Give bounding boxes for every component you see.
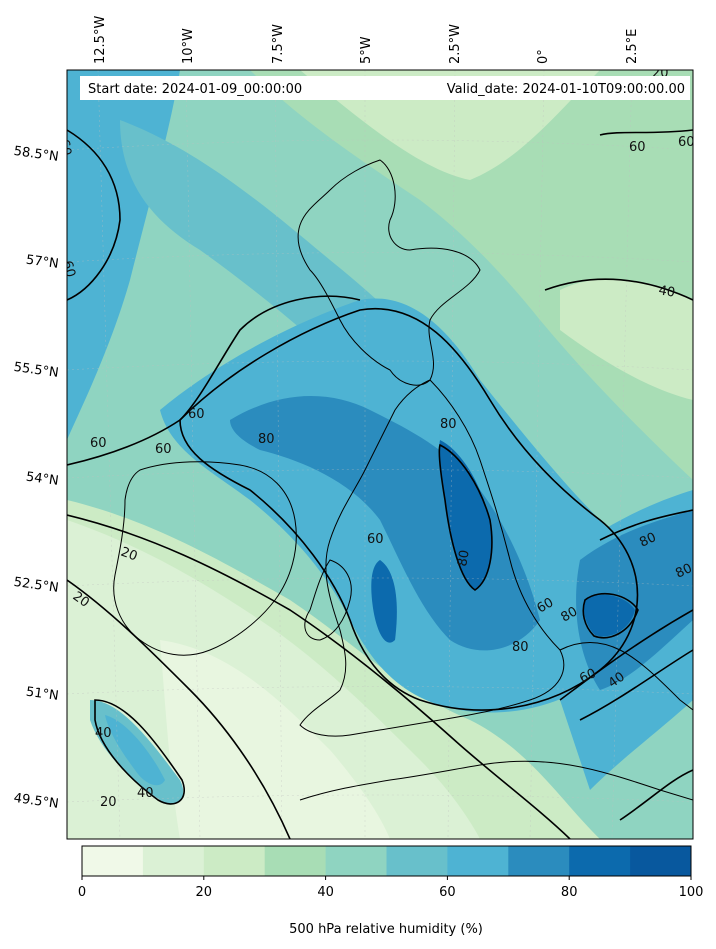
humidity-band-core-80-90 [439, 440, 492, 590]
valid-date: Valid_date: 2024-01-10T09:00:00.00 [447, 82, 685, 97]
contour-labels: 20 20 20 20 40 40 40 40 60 60 60 60 60 6… [56, 66, 695, 810]
contour-80-core [438, 443, 493, 591]
contours [67, 129, 693, 839]
colorbar-frame [81, 845, 692, 877]
lat-label: 55.5°N [13, 360, 60, 381]
contour-label: 60 [90, 436, 107, 451]
humidity-band-0-10 [160, 640, 390, 839]
contour-60-north [67, 129, 121, 301]
lat-label: 49.5°N [13, 791, 60, 812]
contour-40-sw-cell [94, 699, 185, 805]
colorbar-label: 500 hPa relative humidity (%) [289, 922, 483, 937]
date-header-box [80, 76, 690, 100]
contour-label: 60 [367, 532, 384, 547]
map-frame [66, 69, 694, 840]
contour-label: 80 [440, 417, 457, 432]
colorbar-tick-labels: 0 20 40 60 80 100 [78, 885, 704, 900]
contour-label: 80 [512, 640, 529, 655]
contour-40-se [559, 609, 693, 701]
colorbar-tick-label: 80 [561, 885, 578, 900]
contour-label: 60 [188, 407, 205, 422]
coastline-france [299, 760, 693, 801]
lon-label: 0° [536, 49, 551, 64]
colorbar-tick-label: 100 [679, 885, 704, 900]
contour-label: 60 [629, 140, 646, 155]
lon-label: 2.5°W [448, 24, 463, 64]
contour-20-sw [67, 514, 571, 839]
lat-label: 52.5°N [13, 575, 60, 596]
coastline-england [299, 379, 565, 737]
contour-label: 40 [137, 786, 154, 801]
coastlines [113, 159, 693, 801]
lon-label: 5°W [359, 36, 374, 64]
coastline-ireland [113, 461, 297, 656]
contour-label: 60 [535, 595, 557, 616]
colorbar-tick-label: 40 [317, 885, 334, 900]
contour-60-se2 [619, 769, 693, 821]
contour-label: 20 [652, 66, 669, 81]
contour-60-se [579, 649, 693, 721]
contour-label: 80 [559, 604, 581, 625]
contour-label: 60 [56, 138, 74, 157]
colorbar-cells [82, 846, 692, 876]
start-date: Start date: 2024-01-09_00:00:00 [88, 82, 302, 97]
lat-label: 58.5°N [13, 144, 60, 165]
colorbar-tick-label: 0 [78, 885, 86, 900]
lon-label: 10°W [181, 28, 196, 64]
contour-label: 20 [119, 545, 140, 565]
lon-label: 2.5°E [625, 29, 640, 64]
humidity-band-ne-east-20-30 [560, 279, 693, 400]
contour-label: 40 [657, 283, 676, 301]
colorbar-cell [82, 846, 144, 876]
humidity-band-se-80-90 [583, 594, 635, 637]
longitude-labels: 12.5°W 10°W 7.5°W 5°W 2.5°W 0° 2.5°E [93, 16, 640, 64]
lat-label: 57°N [25, 253, 60, 272]
lat-label: 51°N [25, 685, 60, 704]
contour-40-west [67, 295, 361, 466]
contour-label: 80 [455, 549, 473, 568]
coastline-wales [304, 559, 352, 641]
contour-80-east [599, 509, 693, 541]
humidity-band-ne-30-40 [250, 70, 693, 480]
lon-label: 12.5°W [93, 16, 108, 64]
colorbar-cell [508, 846, 570, 876]
colorbar-cell [630, 846, 692, 876]
contour-label: 60 [59, 259, 78, 279]
contour-label: 80 [258, 432, 275, 447]
contour-label: 60 [678, 135, 695, 150]
humidity-band-sw-60-70 [105, 715, 165, 786]
map-panel: 20 20 20 20 40 40 40 40 60 60 60 60 60 6… [56, 66, 695, 839]
colorbar: 0 20 40 60 80 100 500 hPa relative humid… [78, 845, 704, 937]
contour-label: 60 [155, 442, 172, 457]
colorbar-tick-label: 60 [439, 885, 456, 900]
colorbar-ticks [81, 876, 692, 880]
contour-80-se [582, 592, 639, 639]
contour-20-sw2 [67, 579, 291, 839]
contour-60-core [179, 307, 639, 711]
colorbar-tick-label: 20 [196, 885, 213, 900]
latitude-labels: 58.5°N 57°N 55.5°N 54°N 52.5°N 51°N 49.5… [13, 144, 60, 812]
contour-40-east [544, 278, 693, 301]
colorbar-cell [447, 846, 509, 876]
colorbar-cell [325, 846, 387, 876]
colorbar-cell [203, 846, 266, 876]
contour-label: 80 [637, 530, 658, 551]
colorbar-cell [264, 846, 327, 876]
contour-label: 60 [577, 666, 598, 687]
colorbar-cell [386, 846, 448, 876]
graticule [67, 70, 693, 839]
contour-label: 80 [673, 561, 694, 582]
contour-60-ne [599, 129, 693, 136]
humidity-band-core-80-90-b [371, 560, 397, 643]
humidity-band-se-70-80 [576, 510, 693, 690]
colorbar-cell [569, 846, 631, 876]
contour-label: 40 [95, 726, 112, 741]
colorbar-cell [142, 846, 205, 876]
contour-label: 20 [100, 795, 117, 810]
lat-label: 54°N [25, 470, 60, 489]
humidity-band-core-70-80 [230, 396, 540, 651]
lon-label: 7.5°W [271, 24, 286, 64]
